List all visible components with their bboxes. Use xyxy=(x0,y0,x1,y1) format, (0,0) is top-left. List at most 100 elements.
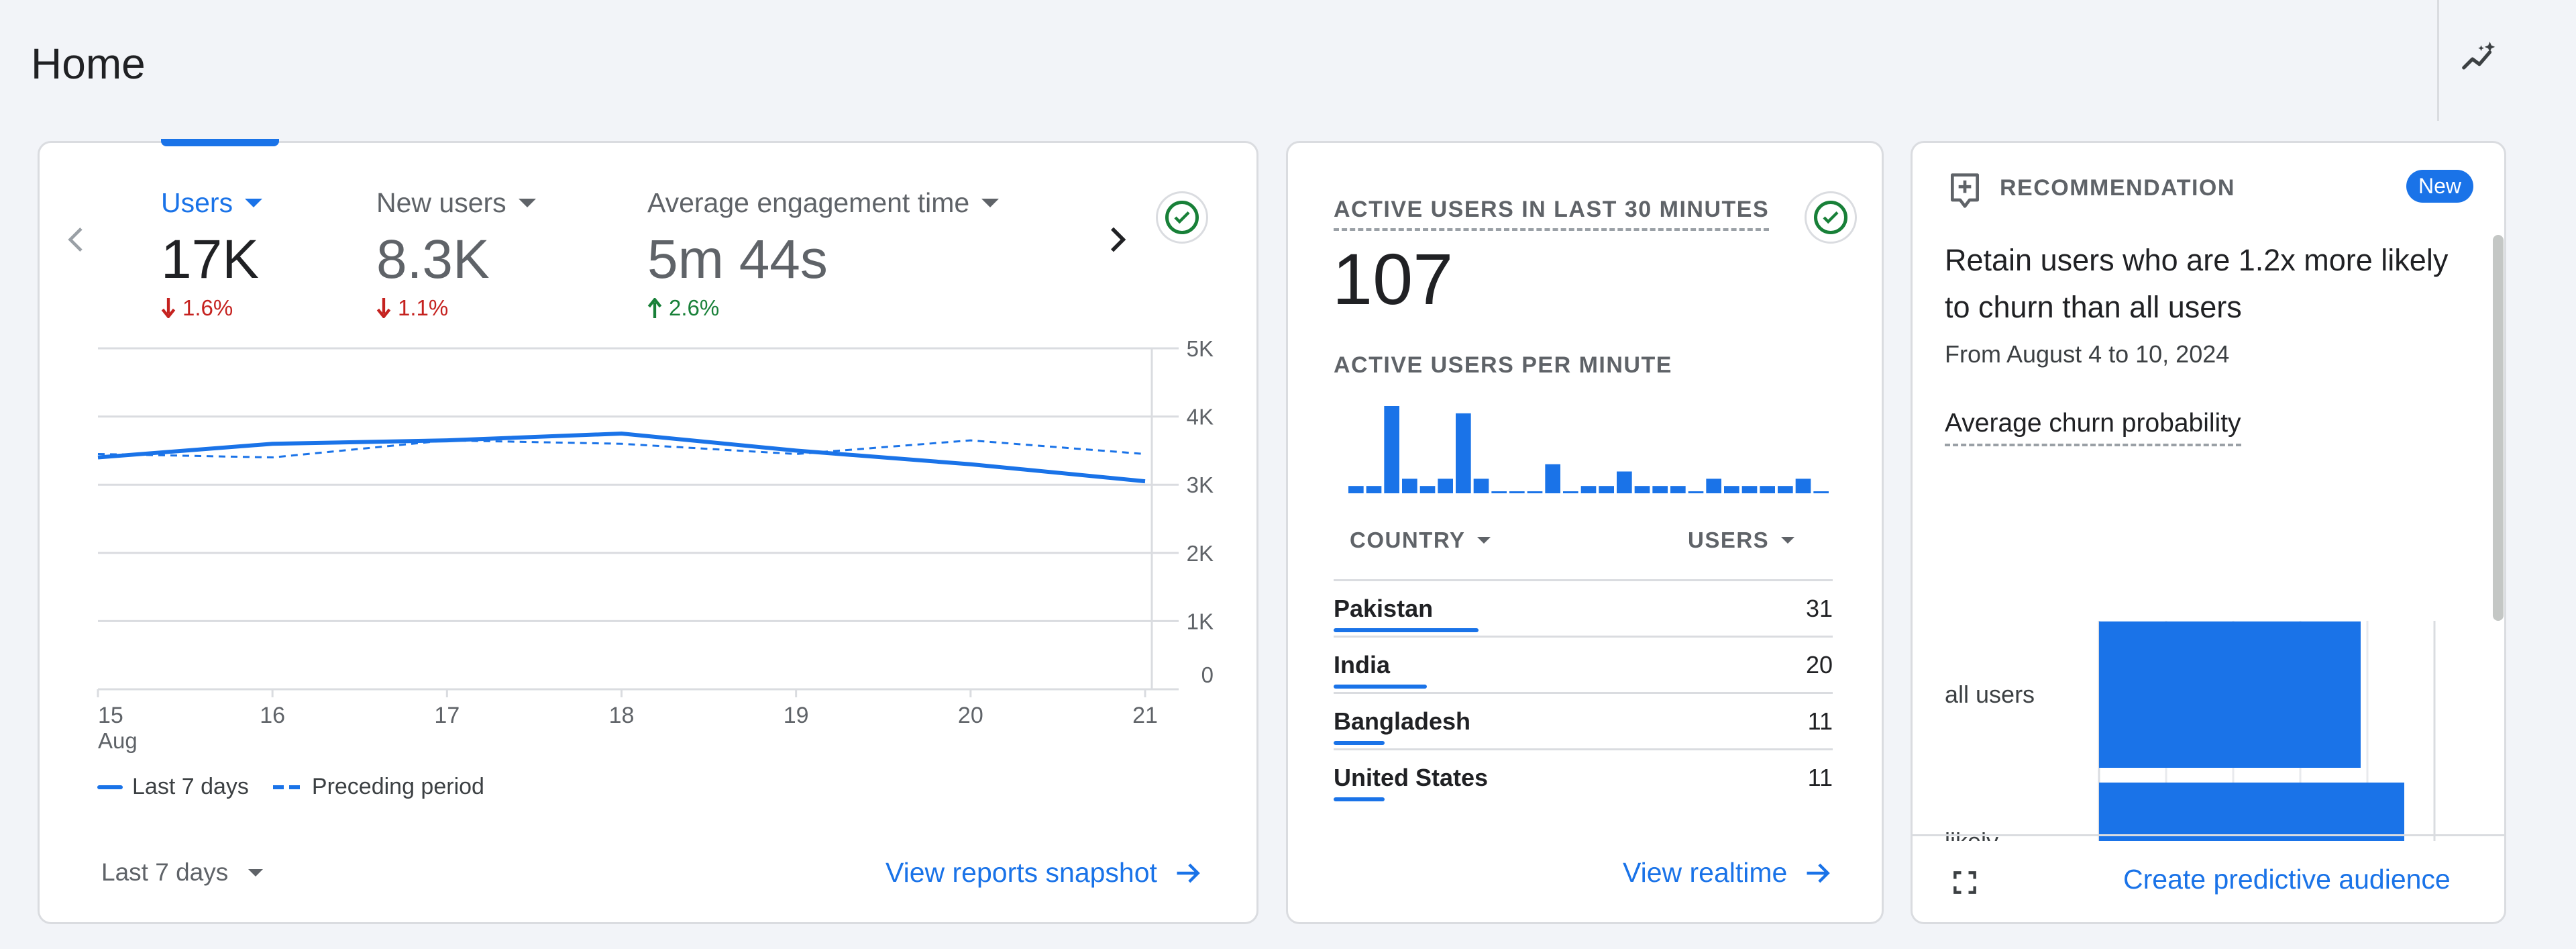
minute-bar xyxy=(1491,491,1507,493)
table-divider xyxy=(1334,636,1833,638)
recommendation-title: Retain users who are 1.2x more likely to… xyxy=(1945,243,2449,324)
legend-dashed-swatch xyxy=(272,785,300,789)
metric-label: New users xyxy=(376,187,506,218)
metric-tab-engagement-time[interactable]: Average engagement time 5m 44s 2.6% xyxy=(647,187,1000,321)
churn-chart-title[interactable]: Average churn probability xyxy=(1945,409,2241,446)
x-tick-label: 20 xyxy=(958,703,983,728)
date-range-select[interactable]: Last 7 days xyxy=(101,858,264,887)
minute-bar xyxy=(1419,486,1436,493)
x-tick-label: 16 xyxy=(260,703,285,728)
insights-sparkle-icon xyxy=(2462,42,2496,70)
metric-tab-users[interactable]: Users 17K 1.6% xyxy=(161,187,263,321)
date-range-label: Last 7 days xyxy=(101,858,229,886)
country-table: Pakistan 31 India 20 Bangladesh 11 Unite… xyxy=(1334,579,1833,807)
active-tab-indicator xyxy=(161,139,279,146)
country-column-header[interactable]: COUNTRY xyxy=(1350,528,1491,553)
minute-bar xyxy=(1760,486,1775,493)
x-tick-label: 18 xyxy=(609,703,635,728)
minute-bar xyxy=(1563,491,1578,493)
metric-label: Users xyxy=(161,187,233,218)
create-predictive-audience-link[interactable]: Create predictive audience xyxy=(2123,864,2451,895)
row-users: 20 xyxy=(1805,651,1833,679)
lightbulb-plus-icon xyxy=(1951,173,1979,208)
metric-value: 17K xyxy=(161,229,259,290)
minute-bar xyxy=(1724,486,1739,493)
y-tick-label: 4K xyxy=(1187,405,1214,430)
y-tick-label: 2K xyxy=(1187,541,1214,566)
minute-bar xyxy=(1795,479,1811,493)
recommendation-scrollbar[interactable] xyxy=(2493,235,2504,621)
x-tick-label: 17 xyxy=(434,703,460,728)
fullscreen-icon xyxy=(1953,871,1976,894)
minute-bar xyxy=(1580,486,1597,493)
users-column-header[interactable]: USERS xyxy=(1688,528,1795,553)
metric-delta: 1.6% xyxy=(182,295,233,320)
table-row[interactable]: Pakistan 31 xyxy=(1334,581,1833,638)
minute-bar xyxy=(1617,471,1632,493)
data-quality-badge[interactable] xyxy=(1805,191,1857,244)
y-tick-label: 5K xyxy=(1187,336,1214,361)
row-country: United States xyxy=(1334,764,1489,791)
metric-tab-new-users[interactable]: New users 8.3K 1.1% xyxy=(376,187,536,321)
minute-bar xyxy=(1527,491,1543,493)
metric-label: Average engagement time xyxy=(647,187,970,218)
caret-down-icon xyxy=(248,868,264,877)
minute-bar xyxy=(1366,486,1382,493)
active-users-count: 107 xyxy=(1332,238,1454,319)
minute-bar xyxy=(1741,486,1758,493)
churn-probability-bar-chart: all userslikelychurning u...00.20.40.60.… xyxy=(1945,621,2436,841)
churn-bar xyxy=(2099,621,2361,768)
view-reports-snapshot-link[interactable]: View reports snapshot xyxy=(885,857,1203,889)
row-share-bar xyxy=(1334,741,1385,745)
row-users: 31 xyxy=(1805,595,1833,622)
caret-down-icon xyxy=(245,199,263,207)
table-divider xyxy=(1334,748,1833,750)
table-row[interactable]: United States 11 xyxy=(1334,750,1833,807)
link-label: View reports snapshot xyxy=(885,857,1157,888)
churn-bar xyxy=(2099,783,2404,841)
row-users: 11 xyxy=(1807,764,1833,791)
minute-bar xyxy=(1384,406,1399,493)
realtime-title[interactable]: ACTIVE USERS IN LAST 30 MINUTES xyxy=(1334,197,1770,231)
next-metrics-button[interactable] xyxy=(1098,221,1136,262)
minute-bar xyxy=(1438,479,1453,493)
per-minute-label: ACTIVE USERS PER MINUTE xyxy=(1334,352,1672,378)
table-divider xyxy=(1334,692,1833,694)
recommendation-date-range: From August 4 to 10, 2024 xyxy=(1945,340,2230,368)
expand-button[interactable] xyxy=(1950,868,1980,901)
table-row[interactable]: Bangladesh 11 xyxy=(1334,694,1833,750)
minute-bar xyxy=(1473,479,1489,493)
y-tick-label: 1K xyxy=(1187,609,1214,634)
table-row[interactable]: India 20 xyxy=(1334,638,1833,694)
minute-bar xyxy=(1545,464,1560,493)
minute-bar xyxy=(1813,491,1829,493)
minute-bar xyxy=(1402,479,1417,493)
minute-bar xyxy=(1652,486,1668,493)
column-label: COUNTRY xyxy=(1350,528,1466,552)
arrow-down-icon xyxy=(161,298,176,318)
column-label: USERS xyxy=(1688,528,1770,552)
header-divider xyxy=(2437,0,2439,121)
y-tick-label: 3K xyxy=(1187,472,1214,497)
x-axis-month-label: Aug xyxy=(98,728,138,753)
minute-bar xyxy=(1688,491,1704,493)
minute-bar xyxy=(1634,486,1650,493)
legend-current: Last 7 days xyxy=(132,774,249,799)
minute-bar xyxy=(1348,486,1364,493)
caret-down-icon xyxy=(1477,537,1491,544)
card-footer-divider xyxy=(1913,834,2504,836)
series-line-solid xyxy=(97,432,1146,484)
view-realtime-link[interactable]: View realtime xyxy=(1623,857,1833,889)
insights-button[interactable] xyxy=(2455,35,2504,83)
series-line-dashed xyxy=(97,439,1146,459)
link-label: Create predictive audience xyxy=(2123,864,2451,895)
table-divider xyxy=(1334,579,1833,581)
data-quality-badge[interactable] xyxy=(1156,191,1208,244)
metric-value: 8.3K xyxy=(376,229,490,290)
caret-down-icon xyxy=(981,199,1000,207)
minute-bar xyxy=(1706,479,1721,493)
row-share-bar xyxy=(1334,628,1479,632)
previous-metrics-button[interactable] xyxy=(58,221,95,262)
minute-bar xyxy=(1599,486,1614,493)
row-country: Pakistan xyxy=(1334,595,1434,622)
